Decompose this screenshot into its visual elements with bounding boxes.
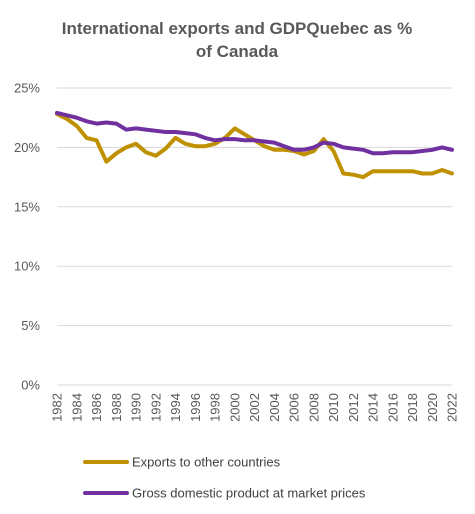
legend: Exports to other countries Gross domestic… — [83, 455, 366, 501]
chart-title-line-2: of Canada — [196, 42, 279, 61]
x-tick-label: 1986 — [89, 393, 104, 422]
series-lines — [55, 110, 454, 180]
x-tick-label: 2002 — [247, 393, 262, 422]
y-tick-label: 10% — [14, 259, 40, 274]
x-tick-label: 1982 — [50, 393, 65, 422]
legend-label-1: Exports to other countries — [132, 455, 281, 470]
x-tick-label: 1994 — [168, 393, 183, 422]
gridlines — [57, 87, 452, 386]
y-tick-label: 0% — [21, 378, 40, 393]
x-tick-label: 2014 — [366, 393, 381, 422]
x-tick-label: 1988 — [109, 393, 124, 422]
y-tick-label: 15% — [14, 199, 40, 214]
x-tick-label: 2010 — [326, 393, 341, 422]
x-tick-label: 2004 — [267, 393, 282, 422]
y-tick-label: 25% — [14, 81, 40, 96]
x-tick-label: 1984 — [69, 393, 84, 422]
x-axis-ticks: 1982 1984 1986 1988 1990 1992 1994 1996 1998 2000… — [50, 393, 460, 422]
x-tick-label: 1992 — [148, 393, 163, 422]
legend-label-2: Gross domestic product at market prices — [132, 486, 366, 501]
x-tick-label: 1998 — [208, 393, 223, 422]
series-line-2 — [55, 110, 454, 156]
x-tick-label: 1996 — [188, 393, 203, 422]
x-tick-label: 2012 — [346, 393, 361, 422]
x-tick-label: 2016 — [385, 393, 400, 422]
x-tick-label: 2000 — [227, 393, 242, 422]
x-tick-label: 2022 — [445, 393, 460, 422]
y-tick-label: 5% — [21, 318, 40, 333]
chart-title-line-1: International exports and GDPQuebec as % — [62, 19, 412, 38]
y-axis-ticks: 0% 5% 10% 15% 20% 25% — [14, 81, 40, 393]
x-tick-label: 2008 — [306, 393, 321, 422]
x-tick-label: 2018 — [405, 393, 420, 422]
x-tick-label: 2020 — [425, 393, 440, 422]
x-tick-label: 1990 — [129, 393, 144, 422]
x-tick-label: 2006 — [287, 393, 302, 422]
y-tick-label: 20% — [14, 140, 40, 155]
